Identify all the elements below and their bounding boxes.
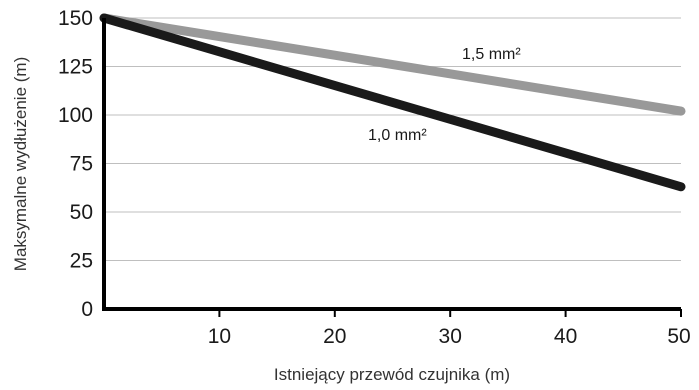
series-labels: 1,5 mm² 1,0 mm² — [368, 46, 521, 144]
series-lines — [99, 13, 686, 192]
x-tick-labels: 10 20 30 40 50 — [208, 309, 691, 348]
axes — [102, 18, 681, 311]
x-tick-label: 30 — [439, 325, 462, 348]
y-tick-label: 75 — [70, 153, 93, 176]
y-axis-title: Maksymalne wydłużenie (m) — [11, 57, 30, 271]
y-tick-label: 150 — [58, 7, 93, 30]
series-label-1-5mm: 1,5 mm² — [462, 46, 521, 63]
y-tick-label: 100 — [58, 104, 93, 127]
y-tick-labels: 0 25 50 75 100 125 150 — [58, 7, 93, 321]
x-tick-label: 50 — [667, 325, 690, 348]
x-tick-label: 20 — [323, 325, 346, 348]
y-tick-label: 125 — [58, 56, 93, 79]
y-tick-label: 50 — [70, 201, 93, 224]
x-axis-title: Istniejący przewód czujnika (m) — [274, 365, 510, 384]
x-tick-label: 10 — [208, 325, 231, 348]
series-label-1-0mm: 1,0 mm² — [368, 127, 427, 144]
y-tick-label: 0 — [81, 298, 93, 321]
series-line-1-5mm — [99, 13, 686, 116]
y-tick-label: 25 — [70, 250, 93, 273]
x-tick-label: 40 — [554, 325, 577, 348]
series-line-1-0mm — [99, 13, 686, 192]
